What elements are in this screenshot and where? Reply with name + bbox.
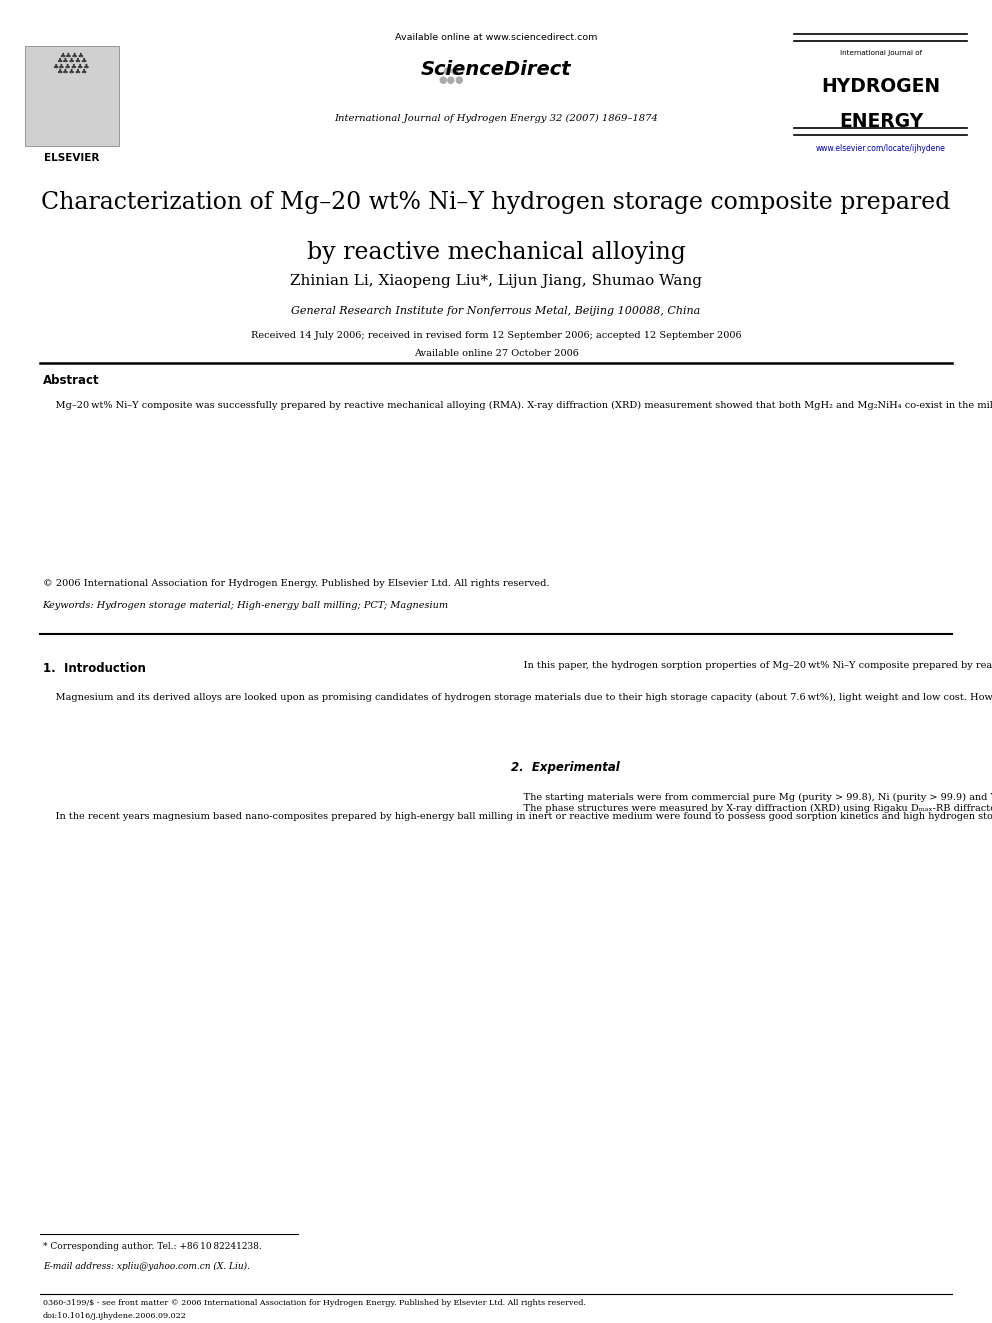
Text: © 2006 International Association for Hydrogen Energy. Published by Elsevier Ltd.: © 2006 International Association for Hyd… [43, 579, 550, 589]
Text: International Journal of Hydrogen Energy 32 (2007) 1869–1874: International Journal of Hydrogen Energy… [334, 114, 658, 123]
Text: In this paper, the hydrogen sorption properties of Mg–20 wt% Ni–Y composite prep: In this paper, the hydrogen sorption pro… [511, 662, 992, 671]
Text: 0360-3199/$ - see front matter © 2006 International Association for Hydrogen Ene: 0360-3199/$ - see front matter © 2006 In… [43, 1299, 585, 1307]
Text: 2.  Experimental: 2. Experimental [511, 761, 620, 774]
Text: Available online 27 October 2006: Available online 27 October 2006 [414, 349, 578, 359]
Text: International Journal of: International Journal of [840, 50, 922, 57]
Text: Zhinian Li, Xiaopeng Liu*, Lijun Jiang, Shumao Wang: Zhinian Li, Xiaopeng Liu*, Lijun Jiang, … [290, 274, 702, 288]
Text: In the recent years magnesium based nano-composites prepared by high-energy ball: In the recent years magnesium based nano… [43, 812, 992, 822]
Text: Abstract: Abstract [43, 374, 99, 388]
FancyBboxPatch shape [25, 46, 119, 146]
Text: 1.  Introduction: 1. Introduction [43, 662, 146, 675]
Text: E-mail address: xpliu@yahoo.com.cn (X. Liu).: E-mail address: xpliu@yahoo.com.cn (X. L… [43, 1262, 250, 1271]
Text: Characterization of Mg–20 wt% Ni–Y hydrogen storage composite prepared: Characterization of Mg–20 wt% Ni–Y hydro… [42, 191, 950, 213]
Text: * Corresponding author. Tel.: +86 10 82241238.: * Corresponding author. Tel.: +86 10 822… [43, 1242, 262, 1252]
Text: ♣♣♣♣
♣♣♣♣♣
♣♣♣♣♣♣
♣♣♣♣♣: ♣♣♣♣ ♣♣♣♣♣ ♣♣♣♣♣♣ ♣♣♣♣♣ [53, 53, 90, 75]
Text: ScienceDirect: ScienceDirect [421, 60, 571, 78]
Text: ELSEVIER: ELSEVIER [44, 153, 99, 164]
Text: www.elsevier.com/locate/ijhydene: www.elsevier.com/locate/ijhydene [816, 144, 945, 153]
Text: ●●
●●●: ●● ●●● [438, 66, 464, 85]
Text: Received 14 July 2006; received in revised form 12 September 2006; accepted 12 S: Received 14 July 2006; received in revis… [251, 331, 741, 340]
Text: General Research Institute for Nonferrous Metal, Beijing 100088, China: General Research Institute for Nonferrou… [292, 306, 700, 316]
Text: Available online at www.sciencedirect.com: Available online at www.sciencedirect.co… [395, 33, 597, 42]
Text: by reactive mechanical alloying: by reactive mechanical alloying [307, 241, 685, 263]
Text: Keywords: Hydrogen storage material; High-energy ball milling; PCT; Magnesium: Keywords: Hydrogen storage material; Hig… [43, 601, 448, 610]
Text: HYDROGEN: HYDROGEN [821, 77, 940, 95]
Text: Mg–20 wt% Ni–Y composite was successfully prepared by reactive mechanical alloyi: Mg–20 wt% Ni–Y composite was successfull… [43, 401, 992, 410]
Text: Magnesium and its derived alloys are looked upon as promising candidates of hydr: Magnesium and its derived alloys are loo… [43, 693, 992, 703]
Text: ENERGY: ENERGY [839, 112, 923, 131]
Text: doi:10.1016/j.ijhydene.2006.09.022: doi:10.1016/j.ijhydene.2006.09.022 [43, 1312, 186, 1320]
Text: The starting materials were from commercial pure Mg (purity > 99.8), Ni (purity : The starting materials were from commerc… [511, 792, 992, 814]
